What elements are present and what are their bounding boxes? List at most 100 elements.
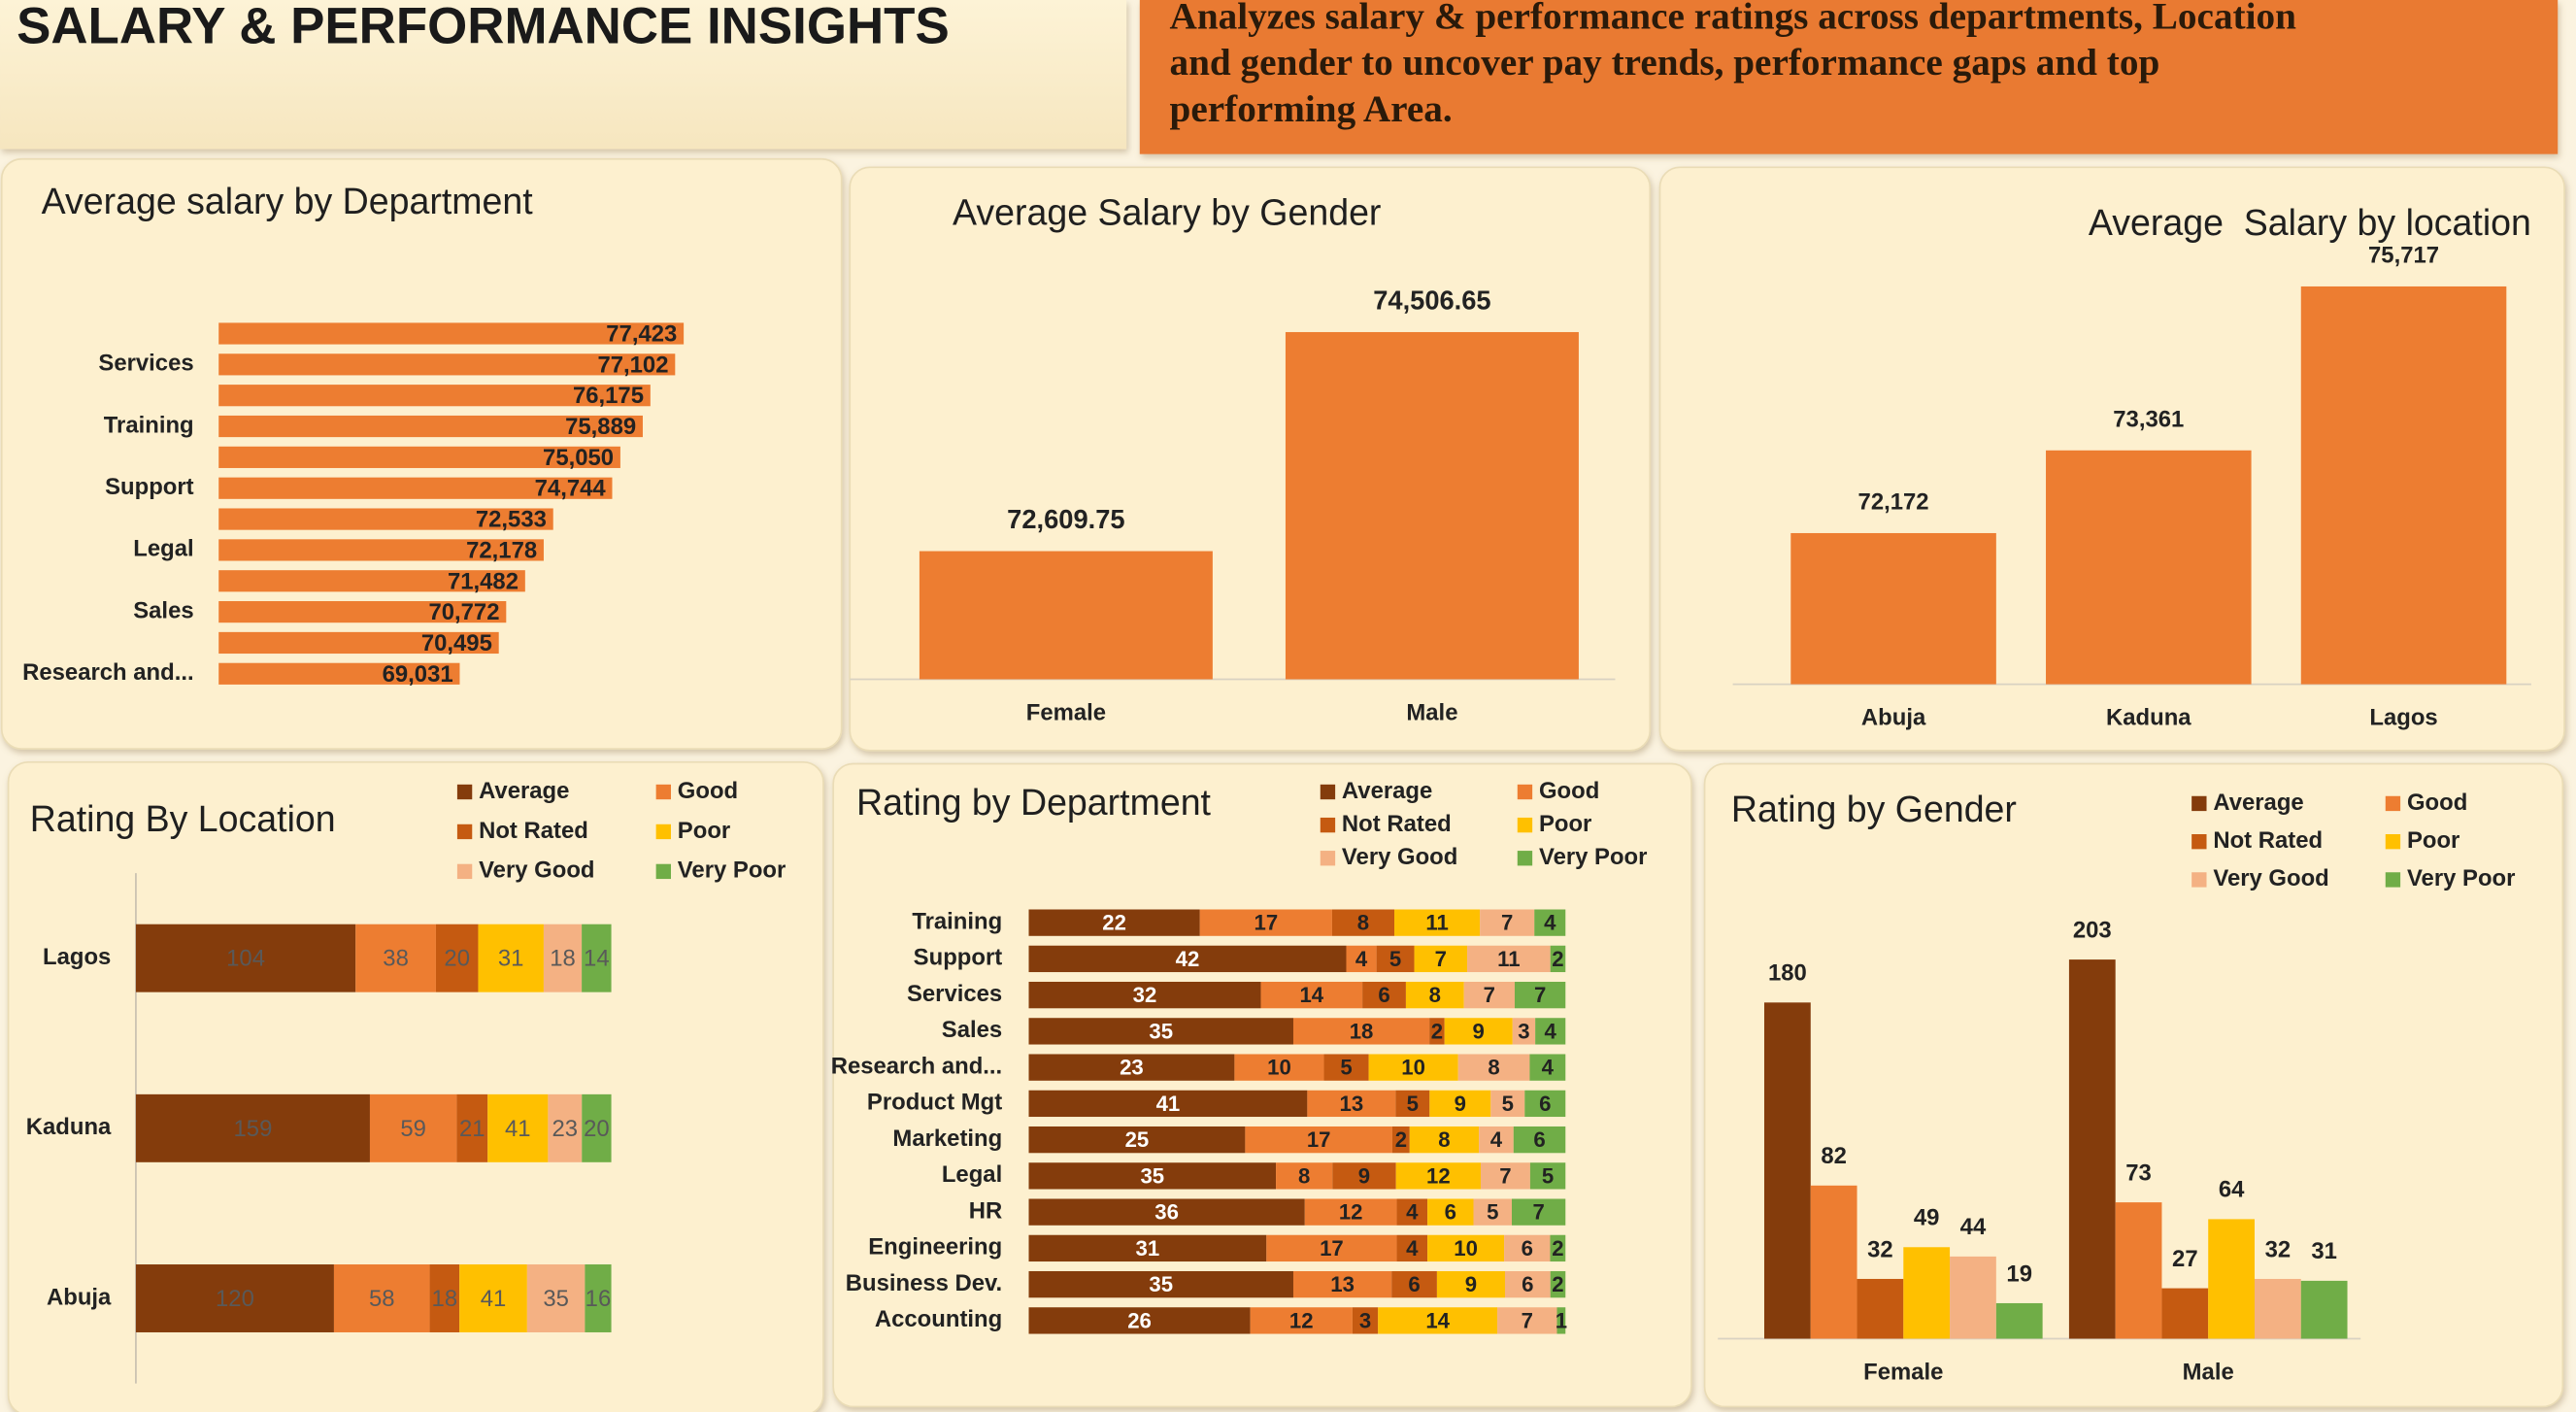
data-label: 7 — [1532, 1200, 1544, 1225]
data-label: 77,102 — [597, 352, 668, 378]
bar-segment — [459, 1264, 527, 1332]
bar-segment — [543, 924, 583, 992]
bar — [1763, 1002, 1811, 1339]
legend-label: Very Poor — [1539, 844, 1647, 870]
data-label: 9 — [1455, 1092, 1466, 1116]
legend-label: Very Good — [479, 857, 594, 884]
bar-segment — [1028, 909, 1200, 936]
data-label: 180 — [1768, 960, 1807, 987]
bar — [218, 385, 651, 407]
data-label: 26 — [1127, 1308, 1152, 1332]
chart-title: Average salary by Department — [42, 181, 534, 221]
bar-segment — [1362, 981, 1406, 1009]
data-label: 32 — [1133, 983, 1157, 1007]
data-label: 44 — [1960, 1214, 1987, 1240]
data-label: 7 — [1435, 947, 1447, 971]
y-tick-label: Support — [105, 474, 194, 500]
bar — [218, 539, 544, 561]
data-label: 73 — [2125, 1160, 2152, 1186]
bar — [2300, 1280, 2348, 1339]
data-label: 13 — [1330, 1272, 1355, 1296]
data-label: 6 — [1533, 1127, 1545, 1152]
data-label: 75,889 — [565, 414, 636, 440]
bar-segment — [1028, 1307, 1251, 1334]
y-tick-label: Services — [907, 981, 1002, 1007]
description: performing Area. — [1170, 88, 1453, 130]
bar — [218, 662, 460, 685]
legend-swatch — [2191, 834, 2207, 850]
data-label: 2 — [1552, 1272, 1563, 1296]
bar — [1857, 1278, 1904, 1339]
y-tick-label: Engineering — [868, 1234, 1002, 1261]
legend-label: Poor — [1539, 811, 1591, 837]
data-label: 6 — [1522, 1272, 1533, 1296]
legend-swatch — [456, 784, 473, 800]
bar-segment — [1250, 1307, 1353, 1334]
bar-segment — [135, 1093, 370, 1162]
data-label: 35 — [543, 1286, 569, 1312]
data-label: 8 — [1357, 911, 1369, 935]
bar-segment — [135, 1264, 334, 1332]
x-tick-label: Abuja — [1861, 705, 1926, 731]
bar-segment — [1028, 945, 1347, 973]
bar-segment — [1514, 981, 1566, 1009]
data-label: 41 — [505, 1116, 531, 1142]
legend-label: Very Poor — [678, 857, 786, 884]
legend-swatch — [456, 863, 473, 880]
bar — [218, 508, 553, 530]
data-label: 2 — [1552, 947, 1563, 971]
bar — [2161, 1288, 2209, 1339]
data-label: 49 — [1914, 1205, 1940, 1231]
data-label: 42 — [1176, 947, 1200, 971]
data-label: 7 — [1522, 1308, 1533, 1332]
bar-segment — [487, 1093, 549, 1162]
y-tick-label: Services — [98, 351, 193, 377]
bar-segment — [1436, 1270, 1505, 1298]
bar-segment — [1307, 1090, 1396, 1118]
bar-segment — [456, 1093, 488, 1162]
bar — [2046, 450, 2252, 685]
data-label: 74,506.65 — [1373, 285, 1490, 315]
bar — [1285, 331, 1579, 680]
data-label: 25 — [1125, 1127, 1150, 1152]
y-tick-label: Sales — [942, 1017, 1002, 1043]
data-label: 31 — [498, 946, 524, 972]
data-label: 7 — [1499, 1163, 1511, 1188]
x-tick-label: Male — [1406, 700, 1457, 726]
y-tick-label: HR — [969, 1197, 1002, 1224]
bar-segment — [1497, 1307, 1557, 1334]
bar — [2068, 959, 2116, 1339]
legend-swatch — [2191, 872, 2207, 888]
data-label: 72,533 — [476, 507, 547, 533]
data-label: 6 — [1522, 1236, 1533, 1261]
bar-segment — [1352, 1307, 1379, 1334]
data-label: 4 — [1544, 911, 1556, 935]
data-label: 31 — [2311, 1238, 2337, 1264]
data-label: 10 — [1454, 1236, 1478, 1261]
bar-segment — [1490, 1090, 1525, 1118]
data-label: 70,495 — [421, 630, 492, 656]
bar-segment — [369, 1093, 457, 1162]
bar-segment — [1395, 1090, 1430, 1118]
legend-label: Good — [1539, 778, 1599, 804]
bar — [1790, 532, 1996, 685]
bar-segment — [1396, 1234, 1428, 1262]
data-label: 12 — [1339, 1200, 1363, 1225]
data-label: 75,050 — [543, 445, 614, 471]
bar-segment — [1504, 1234, 1551, 1262]
header-right — [1139, 0, 2559, 154]
bar-segment — [135, 924, 356, 992]
data-label: 20 — [584, 1116, 610, 1142]
bar-segment — [1245, 1126, 1392, 1154]
data-label: 5 — [1542, 1163, 1554, 1188]
bar-segment — [1529, 1162, 1566, 1190]
bar — [218, 477, 613, 499]
data-label: 14 — [1425, 1308, 1450, 1332]
bar-segment — [1266, 1234, 1397, 1262]
bar-segment — [1276, 1162, 1333, 1190]
bar-segment — [1378, 1307, 1498, 1334]
bar-segment — [1323, 1054, 1369, 1081]
bar-segment — [1028, 1126, 1246, 1154]
bar-segment — [1480, 909, 1535, 936]
bar-segment — [1028, 1018, 1293, 1045]
